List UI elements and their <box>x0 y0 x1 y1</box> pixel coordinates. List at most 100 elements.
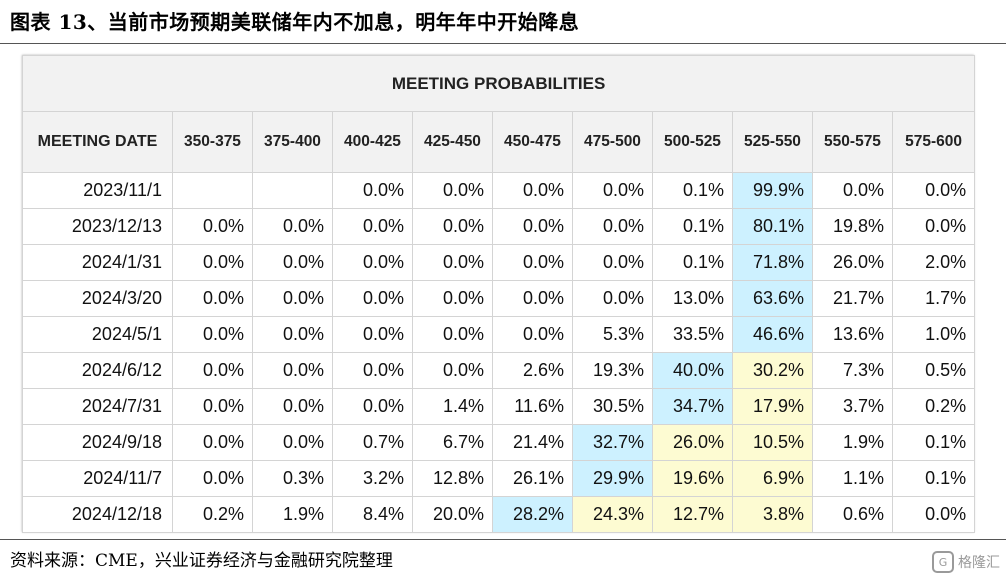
probability-cell: 0.0% <box>172 208 253 245</box>
probability-cell: 20.0% <box>412 496 493 533</box>
probability-cell: 1.0% <box>891 316 976 353</box>
probability-cell: 0.0% <box>332 172 413 209</box>
probability-cell: 0.0% <box>572 244 653 281</box>
column-header-rate: 425-450 <box>412 111 493 173</box>
meeting-date-cell: 2024/9/18 <box>22 424 173 461</box>
probability-cell: 1.7% <box>891 280 976 317</box>
probability-cell: 0.0% <box>572 172 653 209</box>
probability-cell: 0.0% <box>412 316 493 353</box>
probability-cell: 0.0% <box>172 460 253 497</box>
probability-cell: 0.0% <box>891 208 976 245</box>
probability-cell: 0.5% <box>891 352 976 389</box>
bottom-rule <box>0 539 1006 540</box>
probability-cell: 19.6% <box>652 460 733 497</box>
probability-cell: 28.2% <box>492 496 573 533</box>
column-header-rate: 475-500 <box>572 111 653 173</box>
probability-cell: 13.6% <box>812 316 893 353</box>
probability-table-container: MEETING PROBABILITIES MEETING DATE 350-37… <box>21 55 976 533</box>
probability-cell: 6.7% <box>412 424 493 461</box>
probability-cell: 0.3% <box>252 460 333 497</box>
top-rule <box>0 43 1006 44</box>
probability-cell: 0.0% <box>332 208 413 245</box>
probability-cell: 0.1% <box>652 208 733 245</box>
table-row: 2024/3/20 0.0% 0.0% 0.0% 0.0% 0.0% 0.0% 13.0% 63… <box>22 280 976 317</box>
probability-cell: 30.2% <box>732 352 813 389</box>
probability-cell: 17.9% <box>732 388 813 425</box>
probability-cell: 0.2% <box>172 496 253 533</box>
source-note: 资料来源：CME，兴业证券经济与金融研究院整理 <box>10 551 393 571</box>
probability-cell: 0.0% <box>172 316 253 353</box>
probability-cell: 26.0% <box>652 424 733 461</box>
probability-cell: 26.0% <box>812 244 893 281</box>
probability-cell: 0.0% <box>252 388 333 425</box>
meeting-date-cell: 2024/5/1 <box>22 316 173 353</box>
probability-cell: 0.0% <box>252 208 333 245</box>
column-header-rate: 350-375 <box>172 111 253 173</box>
probability-cell: 26.1% <box>492 460 573 497</box>
table-row: 2023/11/1 0.0% 0.0% 0.0% 0.0% 0.1% 99.9% 0.0% 0.… <box>22 172 976 209</box>
meeting-date-cell: 2024/6/12 <box>22 352 173 389</box>
probability-cell: 21.4% <box>492 424 573 461</box>
probability-cell: 6.9% <box>732 460 813 497</box>
probability-cell: 0.0% <box>332 388 413 425</box>
probability-cell: 0.0% <box>492 280 573 317</box>
table-row: 2024/1/31 0.0% 0.0% 0.0% 0.0% 0.0% 0.0% 0.1% 71.… <box>22 244 976 281</box>
probability-cell: 0.0% <box>412 208 493 245</box>
column-header-rate: 550-575 <box>812 111 893 173</box>
probability-cell: 8.4% <box>332 496 413 533</box>
table-row: 2024/9/18 0.0% 0.0% 0.7% 6.7% 21.4% 32.7% 26.0%… <box>22 424 976 461</box>
table-body: 2023/11/1 0.0% 0.0% 0.0% 0.0% 0.1% 99.9% 0.0% 0.… <box>22 172 976 533</box>
probability-cell: 0.7% <box>332 424 413 461</box>
probability-cell: 24.3% <box>572 496 653 533</box>
probability-cell: 29.9% <box>572 460 653 497</box>
table-row: 2024/12/18 0.2% 1.9% 8.4% 20.0% 28.2% 24.3% 12.… <box>22 496 976 533</box>
probability-cell: 0.0% <box>252 244 333 281</box>
probability-cell: 19.8% <box>812 208 893 245</box>
probability-cell: 12.8% <box>412 460 493 497</box>
probability-cell: 0.0% <box>891 496 976 533</box>
probability-cell: 0.0% <box>572 280 653 317</box>
watermark-label: 格隆汇 <box>958 555 1000 571</box>
probability-cell: 0.0% <box>492 208 573 245</box>
probability-cell: 0.0% <box>492 244 573 281</box>
probability-cell: 0.0% <box>412 244 493 281</box>
column-header-rate: 525-550 <box>732 111 813 173</box>
table-row: 2024/7/31 0.0% 0.0% 0.0% 1.4% 11.6% 30.5% 34.7%… <box>22 388 976 425</box>
column-header-date: MEETING DATE <box>22 111 173 173</box>
probability-cell: 1.9% <box>812 424 893 461</box>
probability-cell: 13.0% <box>652 280 733 317</box>
table-row: 2024/5/1 0.0% 0.0% 0.0% 0.0% 0.0% 5.3% 33.5% 46.… <box>22 316 976 353</box>
table-row: 2024/11/7 0.0% 0.3% 3.2% 12.8% 26.1% 29.9% 19.6… <box>22 460 976 497</box>
probability-cell: 0.0% <box>332 244 413 281</box>
table-title: MEETING PROBABILITIES <box>21 55 976 112</box>
probability-cell: 0.0% <box>572 208 653 245</box>
probability-cell <box>172 172 253 209</box>
probability-cell: 0.0% <box>332 352 413 389</box>
probability-cell: 63.6% <box>732 280 813 317</box>
probability-cell: 3.2% <box>332 460 413 497</box>
column-header-rate: 450-475 <box>492 111 573 173</box>
probability-cell: 0.1% <box>891 424 976 461</box>
probability-cell: 0.6% <box>812 496 893 533</box>
probability-cell: 0.0% <box>252 280 333 317</box>
probability-cell: 12.7% <box>652 496 733 533</box>
probability-cell: 3.7% <box>812 388 893 425</box>
probability-cell: 2.0% <box>891 244 976 281</box>
meeting-date-cell: 2024/7/31 <box>22 388 173 425</box>
probability-cell: 0.0% <box>252 424 333 461</box>
watermark-logo: G 格隆汇 <box>932 551 1000 573</box>
probability-cell: 0.0% <box>252 316 333 353</box>
probability-cell: 0.0% <box>492 316 573 353</box>
probability-cell: 1.1% <box>812 460 893 497</box>
probability-cell: 0.0% <box>332 280 413 317</box>
probability-cell: 0.0% <box>172 424 253 461</box>
probability-cell: 10.5% <box>732 424 813 461</box>
probability-cell: 21.7% <box>812 280 893 317</box>
probability-cell: 0.0% <box>252 352 333 389</box>
figure-caption: 图表 13、当前市场预期美联储年内不加息，明年年中开始降息 <box>10 10 580 34</box>
probability-cell: 19.3% <box>572 352 653 389</box>
meeting-date-cell: 2024/3/20 <box>22 280 173 317</box>
probability-cell: 33.5% <box>652 316 733 353</box>
probability-cell: 0.0% <box>812 172 893 209</box>
probability-cell: 71.8% <box>732 244 813 281</box>
